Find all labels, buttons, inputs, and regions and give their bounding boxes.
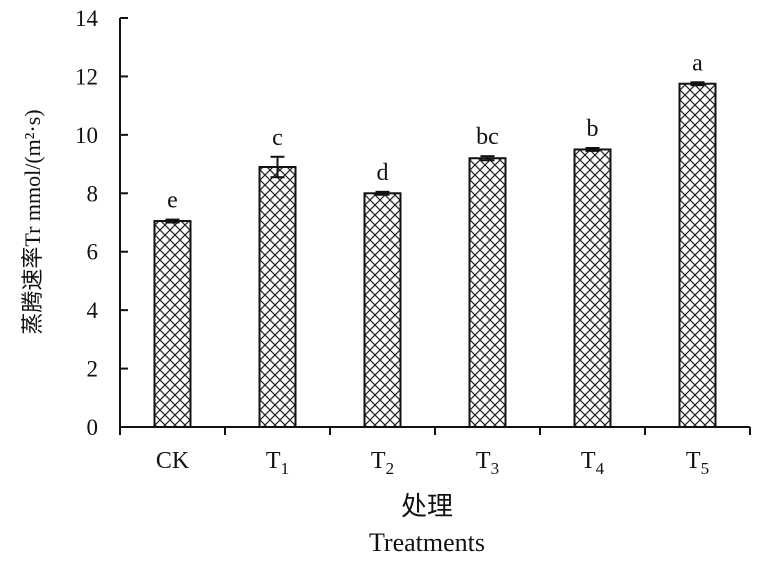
labels-group: e CK c T1 d T2 bc T3 b T4 a T5 蒸腾速率Tr mmol/(m²·s) 处理 T…	[20, 50, 709, 557]
y-tick-label: 12	[75, 64, 98, 89]
category-label: T3	[476, 448, 499, 478]
category-label: T4	[581, 448, 605, 478]
category-label: T1	[266, 448, 289, 478]
axes: 0 2 4 6 8 10 12 14	[75, 6, 751, 440]
bar	[678, 82, 717, 428]
x-axis-title-cn: 处理	[401, 492, 453, 521]
y-tick-label: 2	[87, 357, 99, 382]
bar	[363, 192, 402, 428]
category-label: T2	[371, 448, 394, 478]
y-tick-label: 0	[87, 415, 99, 440]
category-label: T5	[686, 448, 709, 478]
bar	[468, 157, 507, 428]
y-tick-label: 4	[87, 298, 99, 323]
y-axis-title: 蒸腾速率Tr mmol/(m²·s)	[20, 109, 45, 334]
significance-label: d	[377, 160, 389, 186]
y-tick-label: 6	[87, 240, 99, 265]
y-tick-label: 14	[75, 6, 99, 31]
significance-label: b	[587, 116, 599, 142]
significance-label: c	[272, 125, 283, 151]
bar	[258, 165, 297, 428]
significance-label: bc	[476, 124, 499, 150]
bar	[573, 148, 612, 428]
bars-group	[153, 81, 717, 428]
x-axis-title-en: Treatments	[369, 528, 485, 557]
y-tick-label: 8	[87, 181, 99, 206]
significance-label: e	[167, 188, 178, 214]
category-label: CK	[156, 448, 190, 474]
bar	[153, 220, 192, 428]
y-tick-label: 10	[75, 123, 98, 148]
significance-label: a	[692, 50, 703, 76]
